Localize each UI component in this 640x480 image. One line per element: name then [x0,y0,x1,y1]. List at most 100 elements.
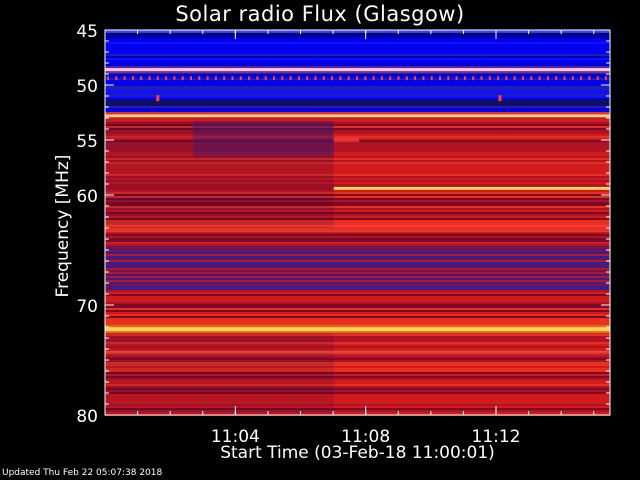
freq-row [105,340,610,342]
freq-row [105,132,610,134]
freq-row [105,252,610,254]
freq-row [105,214,610,216]
freq-row [105,288,610,290]
bright-band [105,230,610,233]
y-tick-label: 60 [76,187,98,207]
y-tick-label: 80 [76,407,98,427]
freq-row [105,244,610,246]
freq-row [105,94,610,96]
freq-row [105,74,610,76]
freq-row [105,246,610,248]
freq-row [105,58,610,60]
freq-row [105,136,610,138]
interference-dot [596,76,599,81]
freq-row [105,336,610,338]
x-axis-label: Start Time (03-Feb-18 11:00:01) [220,443,495,463]
freq-row [105,304,610,306]
freq-row [105,34,610,36]
freq-row [105,234,610,236]
freq-row [105,406,610,408]
bright-band [105,114,610,118]
interference-dot [173,76,176,81]
freq-row [105,92,610,94]
freq-row [105,182,610,184]
freq-row [105,284,610,286]
freq-row [105,170,610,172]
freq-row [105,342,610,344]
freq-row [105,314,610,316]
interference-dot [214,76,217,81]
interference-dot [190,76,192,81]
interference-dot [364,76,367,81]
interference-dot [123,76,126,81]
freq-row [105,238,610,240]
freq-row [105,84,610,86]
freq-row [105,374,610,376]
low-intensity-region [105,121,334,228]
freq-row [105,46,610,48]
freq-row [105,62,610,64]
interference-dot [156,95,160,102]
freq-row [105,134,610,136]
interference-dot [148,76,151,81]
freq-row [105,322,610,324]
interference-dot [538,76,541,81]
freq-row [105,80,610,82]
bright-band [105,224,610,227]
interference-dot [555,76,558,81]
freq-row [105,412,610,414]
freq-row [105,266,610,268]
interference-dot [156,76,159,81]
interference-dot [605,76,607,81]
freq-row [105,102,610,104]
freq-row [105,308,610,310]
freq-row [105,184,610,186]
freq-row [105,376,610,378]
freq-row [105,370,610,372]
freq-row [105,50,610,52]
freq-row [105,316,610,318]
freq-row [105,156,610,158]
interference-dot [347,76,350,81]
interference-dot [414,76,417,81]
freq-row [105,302,610,304]
freq-row [105,220,610,222]
interference-dot [472,76,475,81]
y-tick-label: 50 [76,77,98,97]
freq-row [105,276,610,278]
freq-row [105,402,610,404]
freq-row [105,158,610,160]
freq-row [105,172,610,174]
freq-row [105,124,610,126]
interference-dot [322,76,325,81]
freq-row [105,202,610,204]
interference-dot [513,76,516,81]
freq-row [105,290,610,292]
freq-row [105,400,610,402]
axes: 45 50 55 60 70 80 11:04 11:08 11:12 [76,22,611,447]
freq-row [105,364,610,366]
y-tick-label: 70 [76,297,98,317]
freq-row [105,82,610,84]
low-intensity-region [192,121,334,157]
freq-row [105,286,610,288]
interference-dot [248,76,251,81]
freq-row [105,66,610,68]
freq-row [105,404,610,406]
freq-row [105,48,610,50]
freq-row [105,162,610,164]
interference-dot [356,76,358,81]
freq-row [105,104,610,106]
freq-row [105,260,610,262]
freq-row [105,42,610,44]
freq-row [105,226,610,228]
freq-row [105,272,610,274]
freq-row [105,390,610,392]
interference-dot [239,76,242,81]
interference-dot [563,76,566,81]
interference-dot [580,76,583,81]
bright-band [105,68,610,72]
freq-row [105,410,610,412]
freq-row [105,228,610,230]
freq-row [105,360,610,362]
